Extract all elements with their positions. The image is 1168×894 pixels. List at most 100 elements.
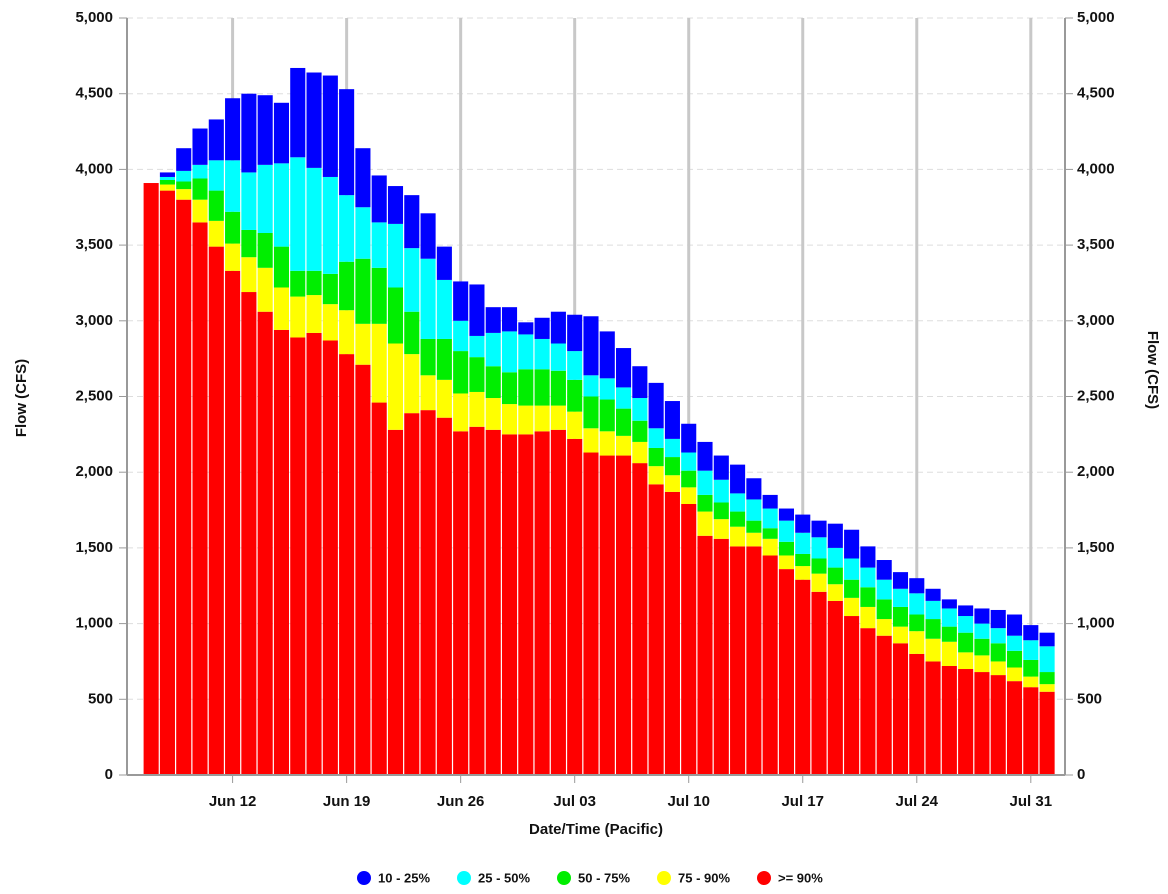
bar-segment: [550, 405, 566, 430]
bar-segment: [811, 537, 827, 559]
bar-segment: [534, 405, 550, 432]
bar-segment: [436, 246, 452, 280]
bar-segment: [192, 222, 208, 775]
bar-segment: [192, 128, 208, 165]
bar-segment: [599, 331, 615, 379]
bar-segment: [225, 270, 241, 775]
bar-segment: [795, 566, 811, 580]
legend-marker: [757, 871, 771, 885]
bar-segment: [273, 329, 290, 775]
y2-tick-label: 3,000: [1077, 312, 1115, 329]
bar-segment: [567, 314, 583, 352]
bar-segment: [306, 270, 322, 296]
bar-segment: [681, 470, 697, 488]
bar-segment: [990, 675, 1006, 775]
bar-segment: [827, 567, 843, 585]
bar-segment: [664, 401, 680, 439]
bar-segment: [876, 619, 892, 636]
bar-segment: [290, 157, 306, 271]
bar-segment: [290, 296, 306, 338]
bar-segment: [958, 616, 974, 633]
bar-segment: [387, 186, 404, 224]
bar-segment: [469, 426, 485, 775]
bar-segment: [892, 588, 909, 607]
bar-segment: [306, 167, 322, 271]
bar-segment: [159, 176, 175, 180]
bar-segment: [762, 555, 778, 775]
bar-segment: [387, 429, 404, 775]
y-tick-label: 0: [105, 766, 113, 783]
bar-segment: [339, 261, 355, 311]
bar-segment: [990, 609, 1006, 629]
bar-segment: [143, 183, 159, 775]
bar-segment: [909, 614, 925, 632]
bar-segment: [974, 655, 990, 673]
bar-segment: [778, 555, 794, 570]
bar-segment: [420, 338, 436, 376]
bar-segment: [420, 213, 436, 259]
bar-segment: [664, 491, 680, 775]
bar-segment: [208, 220, 224, 247]
bar-segment: [1023, 687, 1039, 775]
bar-segment: [225, 243, 241, 271]
bar-segment: [501, 331, 518, 373]
legend-marker: [557, 871, 571, 885]
bar-segment: [518, 322, 534, 335]
bar-segment: [453, 393, 469, 432]
bar-segment: [909, 631, 925, 654]
y2-tick-label: 4,000: [1077, 160, 1115, 177]
bar-segment: [436, 338, 452, 380]
bar-segment: [697, 494, 713, 512]
bar-segment: [550, 311, 566, 344]
bar-segment: [485, 307, 501, 333]
y-tick-label: 5,000: [75, 9, 113, 26]
bar-segment: [208, 246, 224, 775]
bar-segment: [404, 413, 420, 775]
bar-segment: [958, 669, 974, 775]
bar-segment: [811, 558, 827, 574]
bar-segment: [664, 457, 680, 476]
bar-segment: [501, 372, 518, 405]
bar-segment: [290, 270, 306, 297]
bar-segment: [567, 438, 583, 775]
bar-segment: [681, 487, 697, 504]
bar-segment: [436, 379, 452, 418]
bar-segment: [159, 190, 175, 775]
bar-segment: [990, 643, 1006, 662]
bar-segment: [436, 417, 452, 775]
bar-segment: [371, 402, 387, 775]
x-tick-label: Jul 10: [667, 793, 710, 810]
bar-segment: [599, 431, 615, 456]
bar-segment: [306, 332, 322, 775]
y2-tick-label: 2,000: [1077, 463, 1115, 480]
bar-segment: [322, 304, 338, 341]
bar-segment: [534, 369, 550, 406]
bar-segment: [322, 340, 338, 775]
bar-segment: [485, 429, 501, 775]
bar-segment: [746, 499, 762, 521]
bar-segment: [485, 366, 501, 399]
bar-segment: [778, 569, 794, 775]
bar-segment: [1023, 640, 1039, 660]
bar-segment: [518, 334, 534, 370]
bar-segment: [632, 463, 648, 775]
bar-segment: [469, 357, 485, 392]
bar-segment: [990, 628, 1006, 644]
bar-segment: [860, 567, 876, 588]
bar-segment: [599, 399, 615, 432]
bar-segment: [648, 447, 664, 467]
bar-segment: [257, 232, 273, 268]
x-tick-label: Jul 17: [781, 793, 824, 810]
y2-tick-label: 500: [1077, 690, 1102, 707]
bar-segment: [632, 366, 648, 399]
bar-segment: [876, 560, 892, 580]
bar-segment: [518, 434, 534, 775]
y2-axis-label: Flow (CFS): [1144, 331, 1161, 409]
bar-segment: [616, 408, 632, 436]
bar-segment: [387, 343, 404, 430]
bar-segment: [290, 67, 306, 158]
bar-segment: [730, 464, 746, 494]
bar-segment: [827, 547, 843, 568]
bar-segment: [1006, 614, 1023, 636]
bar-segment: [892, 626, 909, 644]
